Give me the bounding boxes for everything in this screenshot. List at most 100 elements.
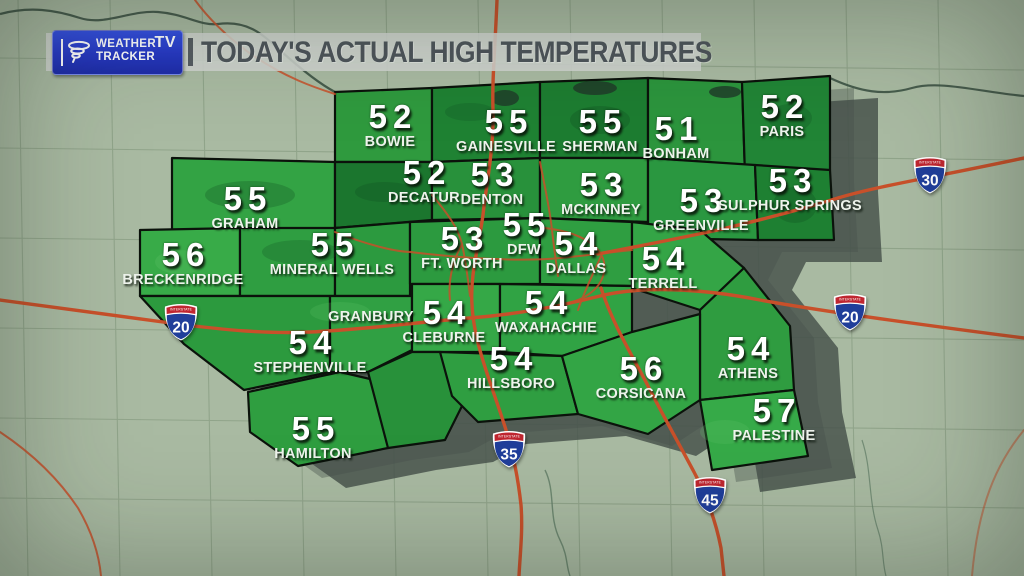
- temperature-value: 55: [502, 206, 552, 243]
- station-gainesville: 55 GAINESVILLE: [456, 105, 556, 155]
- city-label: PARIS: [759, 124, 805, 140]
- interstate-20-east-shield: INTERSTATE 20: [832, 292, 868, 337]
- route-number: 20: [841, 310, 858, 327]
- city-label: GRAHAM: [211, 216, 279, 232]
- logo-brand-text: WEATHER TRACKER: [96, 38, 156, 64]
- station-dallas: 54 DALLAS: [546, 227, 607, 277]
- station-corsicana: 56 CORSICANA: [596, 352, 687, 402]
- city-label: CLEBURNE: [402, 330, 486, 346]
- station-bonham: 51 BONHAM: [642, 112, 709, 162]
- city-label: ATHENS: [717, 366, 779, 382]
- station-palestine: 57 PALESTINE: [733, 394, 816, 444]
- temperature-value: 51: [654, 110, 704, 147]
- city-label: HILLSBORO: [466, 376, 556, 392]
- logo-divider-line: [61, 39, 63, 66]
- station-hillsboro: 54 HILLSBORO: [467, 342, 555, 392]
- interstate-banner-text: INTERSTATE: [839, 298, 862, 302]
- interstate-banner-text: INTERSTATE: [919, 161, 942, 165]
- temperature-value: 53: [679, 182, 729, 219]
- weather-tracker-logo: WEATHER TRACKER TV: [52, 30, 183, 75]
- temperature-value: 53: [579, 166, 629, 203]
- station-hamilton: 55 HAMILTON: [274, 412, 352, 462]
- temperature-value: 53: [470, 156, 520, 193]
- city-label: MINERAL WELLS: [269, 262, 395, 278]
- city-label: FT. WORTH: [421, 256, 503, 272]
- temperature-value: 53: [768, 162, 818, 199]
- city-label: TERRELL: [628, 276, 698, 292]
- city-label: SULPHUR SPRINGS: [718, 198, 862, 214]
- city-label: DECATUR: [388, 190, 460, 206]
- city-label: MCKINNEY: [561, 202, 641, 218]
- route-number: 20: [172, 320, 189, 337]
- route-number: 35: [500, 447, 518, 464]
- interstate-30-shield: INTERSTATE 30: [912, 155, 948, 200]
- temperature-value: 52: [368, 98, 418, 135]
- city-label: SHERMAN: [562, 139, 638, 155]
- city-label: WAXAHACHIE: [494, 320, 598, 336]
- interstate-banner-text: INTERSTATE: [498, 435, 521, 439]
- city-label: DENTON: [460, 192, 524, 208]
- station-stephenville: 54 STEPHENVILLE: [253, 326, 366, 376]
- tornado-icon: [66, 40, 93, 70]
- station-breckenridge: 56 BRECKENRIDGE: [122, 238, 243, 288]
- temperature-value: 56: [619, 350, 669, 387]
- city-label: DALLAS: [545, 261, 607, 277]
- temperature-value: 52: [760, 88, 810, 125]
- temperature-value: 55: [484, 103, 534, 140]
- station-dfw: 55 DFW: [497, 208, 552, 258]
- city-label: GAINESVILLE: [456, 139, 556, 155]
- station-graham: 55 GRAHAM: [211, 182, 278, 232]
- station-mineral-wells: 55 MINERAL WELLS: [270, 228, 394, 278]
- city-label: BOWIE: [364, 134, 416, 150]
- city-label: BRECKENRIDGE: [122, 272, 244, 288]
- city-label: GRANBURY: [328, 309, 414, 325]
- temperature-value: 53: [440, 220, 490, 257]
- interstate-20-west-shield: INTERSTATE 20: [163, 302, 199, 347]
- station-decatur: 52 DECATUR: [388, 156, 460, 206]
- logo-brand-line2: TRACKER: [96, 51, 156, 63]
- station-sulphur-springs: 53 SULPHUR SPRINGS: [718, 164, 862, 214]
- temperature-value: 56: [161, 236, 211, 273]
- station-sherman: 55 SHERMAN: [562, 105, 637, 155]
- city-label: PALESTINE: [732, 428, 816, 444]
- station-mckinney: 53 MCKINNEY: [561, 168, 641, 218]
- temperature-value: 54: [524, 284, 574, 321]
- temperature-value: 54: [641, 240, 691, 277]
- route-number: 45: [701, 493, 719, 510]
- station-cleburne: 54 CLEBURNE: [403, 296, 486, 346]
- temperature-value: 54: [288, 324, 338, 361]
- interstate-banner-text: INTERSTATE: [699, 481, 722, 485]
- temperature-value: 54: [422, 294, 472, 331]
- station-denton: 53 DENTON: [461, 158, 524, 208]
- interstate-35-shield: INTERSTATE 35: [491, 429, 527, 474]
- temperature-value: 57: [752, 392, 802, 429]
- temperature-value: 55: [223, 180, 273, 217]
- temperature-value: 52: [402, 154, 452, 191]
- logo-tv-badge: TV: [154, 34, 176, 51]
- county-polygons: [138, 74, 836, 472]
- title-separator: [188, 38, 193, 66]
- station-athens: 54 ATHENS: [718, 332, 778, 382]
- route-number: 30: [921, 173, 938, 190]
- station-ft-worth: 53 FT. WORTH: [421, 222, 503, 272]
- terrain-texture: [155, 81, 817, 444]
- city-label: CORSICANA: [595, 386, 687, 402]
- city-label: GREENVILLE: [653, 218, 749, 234]
- city-label: DFW: [507, 242, 541, 258]
- city-label: HAMILTON: [274, 446, 352, 462]
- interstate-banner-text: INTERSTATE: [170, 308, 193, 312]
- page-title: TODAY'S ACTUAL HIGH TEMPERATURES: [201, 36, 712, 69]
- temperature-value: 55: [291, 410, 341, 447]
- city-label: BONHAM: [642, 146, 710, 162]
- station-granbury: GRANBURY: [328, 308, 414, 325]
- station-greenville: 53 GREENVILLE: [653, 184, 749, 234]
- temperature-value: 55: [310, 226, 360, 263]
- station-waxahachie: 54 WAXAHACHIE: [495, 286, 597, 336]
- station-bowie: 52 BOWIE: [363, 100, 418, 150]
- interstate-45-shield: INTERSTATE 45: [692, 475, 728, 520]
- temperature-value: 54: [554, 225, 604, 262]
- station-paris: 52 PARIS: [755, 90, 810, 140]
- logo-brand-line1: WEATHER: [96, 38, 157, 50]
